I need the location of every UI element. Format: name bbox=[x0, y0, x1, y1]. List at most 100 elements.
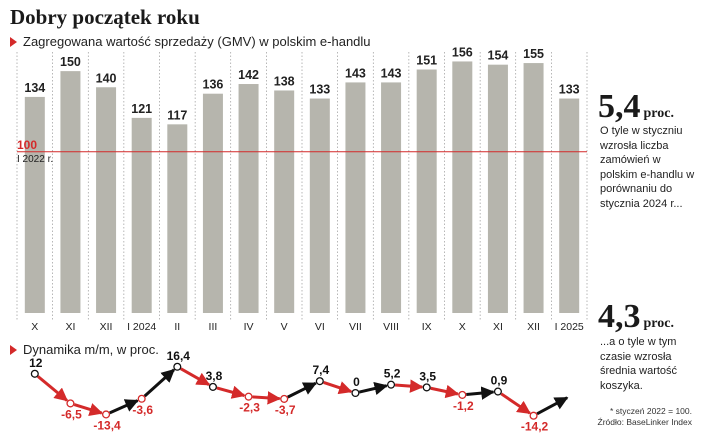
footnote-block: * styczeń 2022 = 100. Źródło: BaseLinker… bbox=[598, 406, 693, 428]
bar-value-label: 155 bbox=[523, 47, 544, 61]
data-point bbox=[137, 394, 146, 403]
bar bbox=[345, 82, 366, 313]
subtitle-gmv-text: Zagregowana wartość sprzedaży (GMV) w po… bbox=[23, 34, 371, 49]
trend-segment bbox=[180, 367, 211, 387]
bar-value-label: 140 bbox=[96, 71, 117, 85]
subtitle-mm: Dynamika m/m, w proc. bbox=[10, 342, 159, 357]
trend-segment bbox=[466, 386, 495, 400]
x-tick-label: XI bbox=[493, 321, 503, 333]
x-tick-label: I 2024 bbox=[127, 321, 156, 333]
trend-segment bbox=[323, 380, 353, 395]
trend-segment bbox=[358, 381, 388, 396]
triangle-bullet-icon bbox=[10, 36, 17, 47]
baseline-label: 100 bbox=[17, 138, 37, 152]
source: Źródło: BaseLinker Index bbox=[597, 417, 693, 427]
baseline-sublabel: I 2022 r. bbox=[17, 154, 53, 165]
bar-value-label: 143 bbox=[381, 66, 402, 80]
data-point bbox=[66, 399, 75, 408]
data-point bbox=[387, 380, 396, 389]
subtitle-gmv: Zagregowana wartość sprzedaży (GMV) w po… bbox=[10, 34, 371, 49]
bar-value-label: 138 bbox=[274, 74, 295, 88]
bar-value-label: 143 bbox=[345, 66, 366, 80]
bar-value-label: 150 bbox=[60, 55, 81, 69]
point-value-label: -13,4 bbox=[93, 418, 121, 432]
point-value-label: -3,6 bbox=[132, 403, 153, 417]
x-tick-label: XI bbox=[65, 321, 75, 333]
point-value-label: 5,2 bbox=[384, 367, 401, 381]
trend-segment bbox=[216, 385, 246, 399]
mm-line-chart: 12 -6,5 -13,4 -3,6 16,4 3,8 -2,3 -3,7 7,4 0 5,2 3,5… bbox=[29, 349, 569, 434]
bar bbox=[274, 90, 295, 313]
bar-value-label: 134 bbox=[24, 81, 45, 95]
stat-orders-text: O tyle w styczniu wzrosła liczba zamówie… bbox=[600, 125, 695, 210]
triangle-bullet-icon bbox=[10, 344, 17, 355]
bar-value-label: 156 bbox=[452, 45, 473, 59]
stat-basket-text: ...a o tyle w tym czasie wzrosła średnia… bbox=[600, 336, 678, 392]
data-point bbox=[315, 377, 324, 386]
x-tick-label: III bbox=[209, 321, 218, 333]
footnote: * styczeń 2022 = 100. bbox=[610, 406, 692, 416]
stat-orders-number: 5,4 proc. bbox=[598, 88, 674, 125]
x-tick-label: II bbox=[174, 321, 180, 333]
trend-segment bbox=[536, 396, 569, 416]
data-point bbox=[102, 410, 111, 419]
data-point bbox=[208, 382, 217, 391]
x-tick-label: XII bbox=[100, 321, 113, 333]
point-value-label: -1,2 bbox=[453, 399, 474, 413]
bar bbox=[523, 63, 544, 313]
trend-segment bbox=[109, 399, 139, 415]
bar bbox=[60, 71, 81, 313]
bar-value-label: 151 bbox=[416, 54, 437, 68]
x-tick-label: IX bbox=[422, 321, 432, 333]
data-point bbox=[422, 383, 431, 392]
bar bbox=[131, 117, 152, 313]
data-point bbox=[493, 387, 502, 396]
bar bbox=[24, 96, 45, 313]
x-tick-label: XII bbox=[527, 321, 540, 333]
trend-segment bbox=[500, 392, 531, 415]
trend-segment bbox=[252, 391, 282, 405]
point-value-label: -3,7 bbox=[275, 403, 296, 417]
x-tick-label: VIII bbox=[383, 321, 399, 333]
point-value-label: 7,4 bbox=[312, 363, 329, 377]
gmv-bar-chart: 134 X 150 XI 140 XII 121 I 2024 117 II 136 III 142 IV… bbox=[16, 45, 588, 333]
x-tick-label: X bbox=[459, 321, 466, 333]
bar-value-label: 117 bbox=[167, 108, 187, 122]
bar-value-label: 133 bbox=[559, 83, 580, 97]
bar-value-label: 154 bbox=[488, 49, 509, 63]
data-point bbox=[280, 394, 289, 403]
x-tick-label: I 2025 bbox=[555, 321, 584, 333]
trend-segment bbox=[430, 384, 460, 399]
chart-title: Dobry początek roku bbox=[10, 5, 200, 29]
x-tick-label: VI bbox=[315, 321, 325, 333]
bar bbox=[416, 69, 437, 313]
point-value-label: 12 bbox=[29, 356, 43, 370]
data-point bbox=[244, 392, 253, 401]
point-value-label: -14,2 bbox=[521, 420, 549, 434]
bar bbox=[202, 93, 223, 313]
point-value-label: 0,9 bbox=[491, 374, 508, 388]
x-tick-label: VII bbox=[349, 321, 362, 333]
bar-value-label: 121 bbox=[131, 102, 152, 116]
bar bbox=[487, 64, 508, 313]
stat-basket-number: 4,3 proc. bbox=[598, 298, 674, 335]
point-value-label: -2,3 bbox=[239, 401, 260, 415]
data-point bbox=[529, 411, 538, 420]
trend-segment bbox=[287, 381, 317, 399]
data-point bbox=[30, 369, 39, 378]
point-value-label: 3,8 bbox=[206, 369, 223, 383]
trend-segment bbox=[73, 403, 104, 416]
point-value-label: 16,4 bbox=[167, 349, 191, 363]
bar bbox=[381, 82, 402, 313]
x-tick-label: X bbox=[31, 321, 38, 333]
bar bbox=[238, 84, 259, 314]
point-value-label: 3,5 bbox=[419, 369, 436, 383]
subtitle-mm-text: Dynamika m/m, w proc. bbox=[23, 342, 159, 357]
bar-value-label: 133 bbox=[309, 83, 330, 97]
x-tick-label: V bbox=[281, 321, 288, 333]
x-tick-label: IV bbox=[244, 321, 254, 333]
bar bbox=[167, 124, 188, 314]
point-value-label: -6,5 bbox=[61, 407, 82, 421]
data-point bbox=[173, 362, 182, 371]
bar bbox=[452, 61, 473, 314]
